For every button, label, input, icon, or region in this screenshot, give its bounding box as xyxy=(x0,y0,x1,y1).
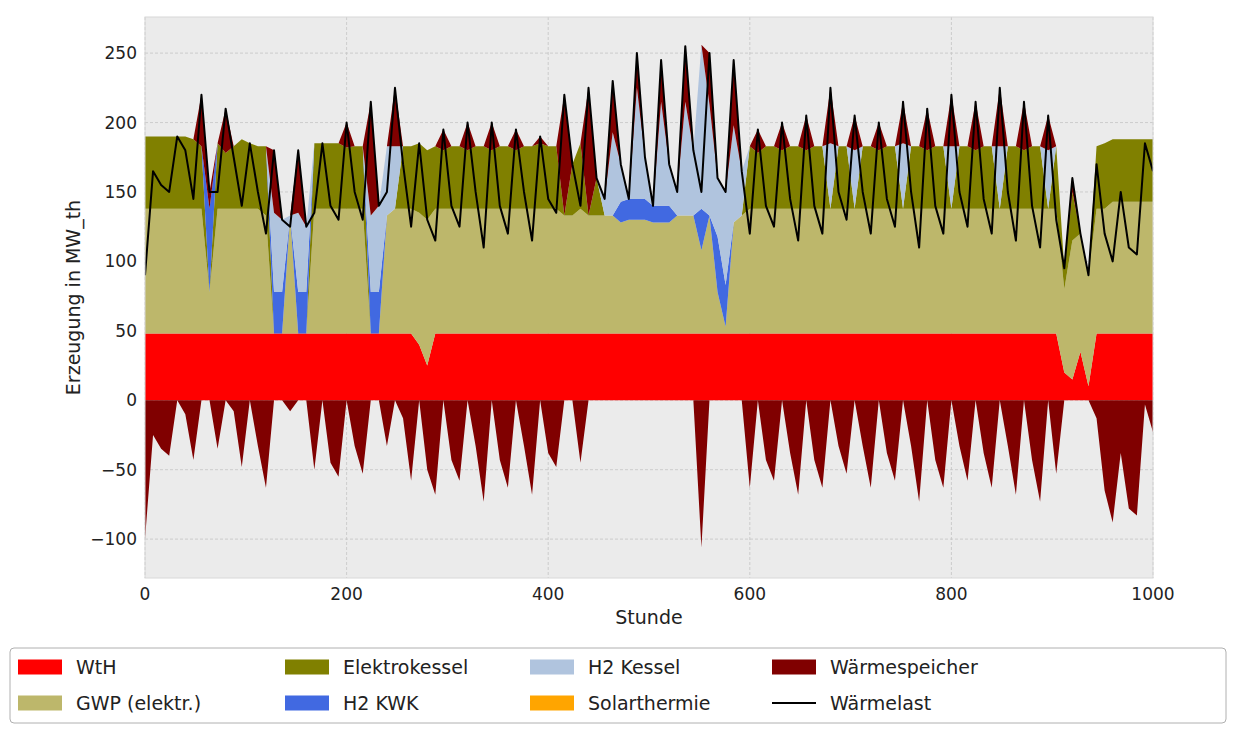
legend-symbol xyxy=(285,696,329,711)
y-tick-label: 150 xyxy=(105,182,137,202)
chart: −100 −50 0 50 100 150 200 250 0 200 400 600 800 1000 S… xyxy=(0,0,1241,732)
x-tick-label: 0 xyxy=(140,584,151,604)
grid xyxy=(145,17,1153,578)
x-axis-label: Stunde xyxy=(615,606,682,628)
legend-symbol xyxy=(18,660,62,675)
legend-symbol xyxy=(18,696,62,711)
legend-symbol xyxy=(772,702,816,704)
y-tick-label: −100 xyxy=(90,529,137,549)
legend-symbol xyxy=(530,660,574,675)
legend: WtH GWP (elektr.) Elektrokessel H2 KWK H2 Ke… xyxy=(10,648,1226,723)
legend-symbol xyxy=(285,660,329,675)
legend-label: Elektrokessel xyxy=(343,656,468,678)
y-axis-label: Erzeugung in MW_th xyxy=(62,200,85,395)
area-series xyxy=(145,45,1153,292)
area-series xyxy=(145,45,1153,276)
plot-frame xyxy=(145,17,1153,578)
legend-label: H2 KWK xyxy=(343,692,419,714)
x-tick-label: 200 xyxy=(330,584,362,604)
area-series xyxy=(145,334,1153,401)
y-tick-label: 100 xyxy=(105,251,137,271)
legend-symbol xyxy=(530,696,574,711)
grid-line-y xyxy=(145,469,1153,470)
y-tick-label: 200 xyxy=(105,113,137,133)
grid-line-y xyxy=(145,539,1153,540)
x-tick-label: 1000 xyxy=(1131,584,1174,604)
area-series xyxy=(145,45,1153,548)
legend-label: Wärmelast xyxy=(830,692,931,714)
legend-label: GWP (elektr.) xyxy=(76,692,201,714)
legend-label: WtH xyxy=(76,656,117,678)
data-area xyxy=(145,45,1153,548)
y-tick-label: −50 xyxy=(101,460,137,480)
y-tick-label: 250 xyxy=(105,43,137,63)
y-tick-label: 0 xyxy=(126,390,137,410)
legend-label: Wärmespeicher xyxy=(830,656,978,678)
plot-background xyxy=(145,17,1153,578)
axes: −100 −50 0 50 100 150 200 250 0 200 400 600 800 1000 S… xyxy=(62,43,1175,628)
x-tick-label: 400 xyxy=(532,584,564,604)
legend-box xyxy=(10,648,1226,723)
legend-label: Solarthermie xyxy=(588,692,711,714)
legend-symbol xyxy=(772,660,816,675)
line-series xyxy=(145,46,1153,275)
x-tick-label: 600 xyxy=(734,584,766,604)
legend-label: H2 Kessel xyxy=(588,656,680,678)
x-tick-label: 800 xyxy=(935,584,967,604)
y-tick-label: 50 xyxy=(115,321,137,341)
grid-line-y xyxy=(145,53,1153,54)
